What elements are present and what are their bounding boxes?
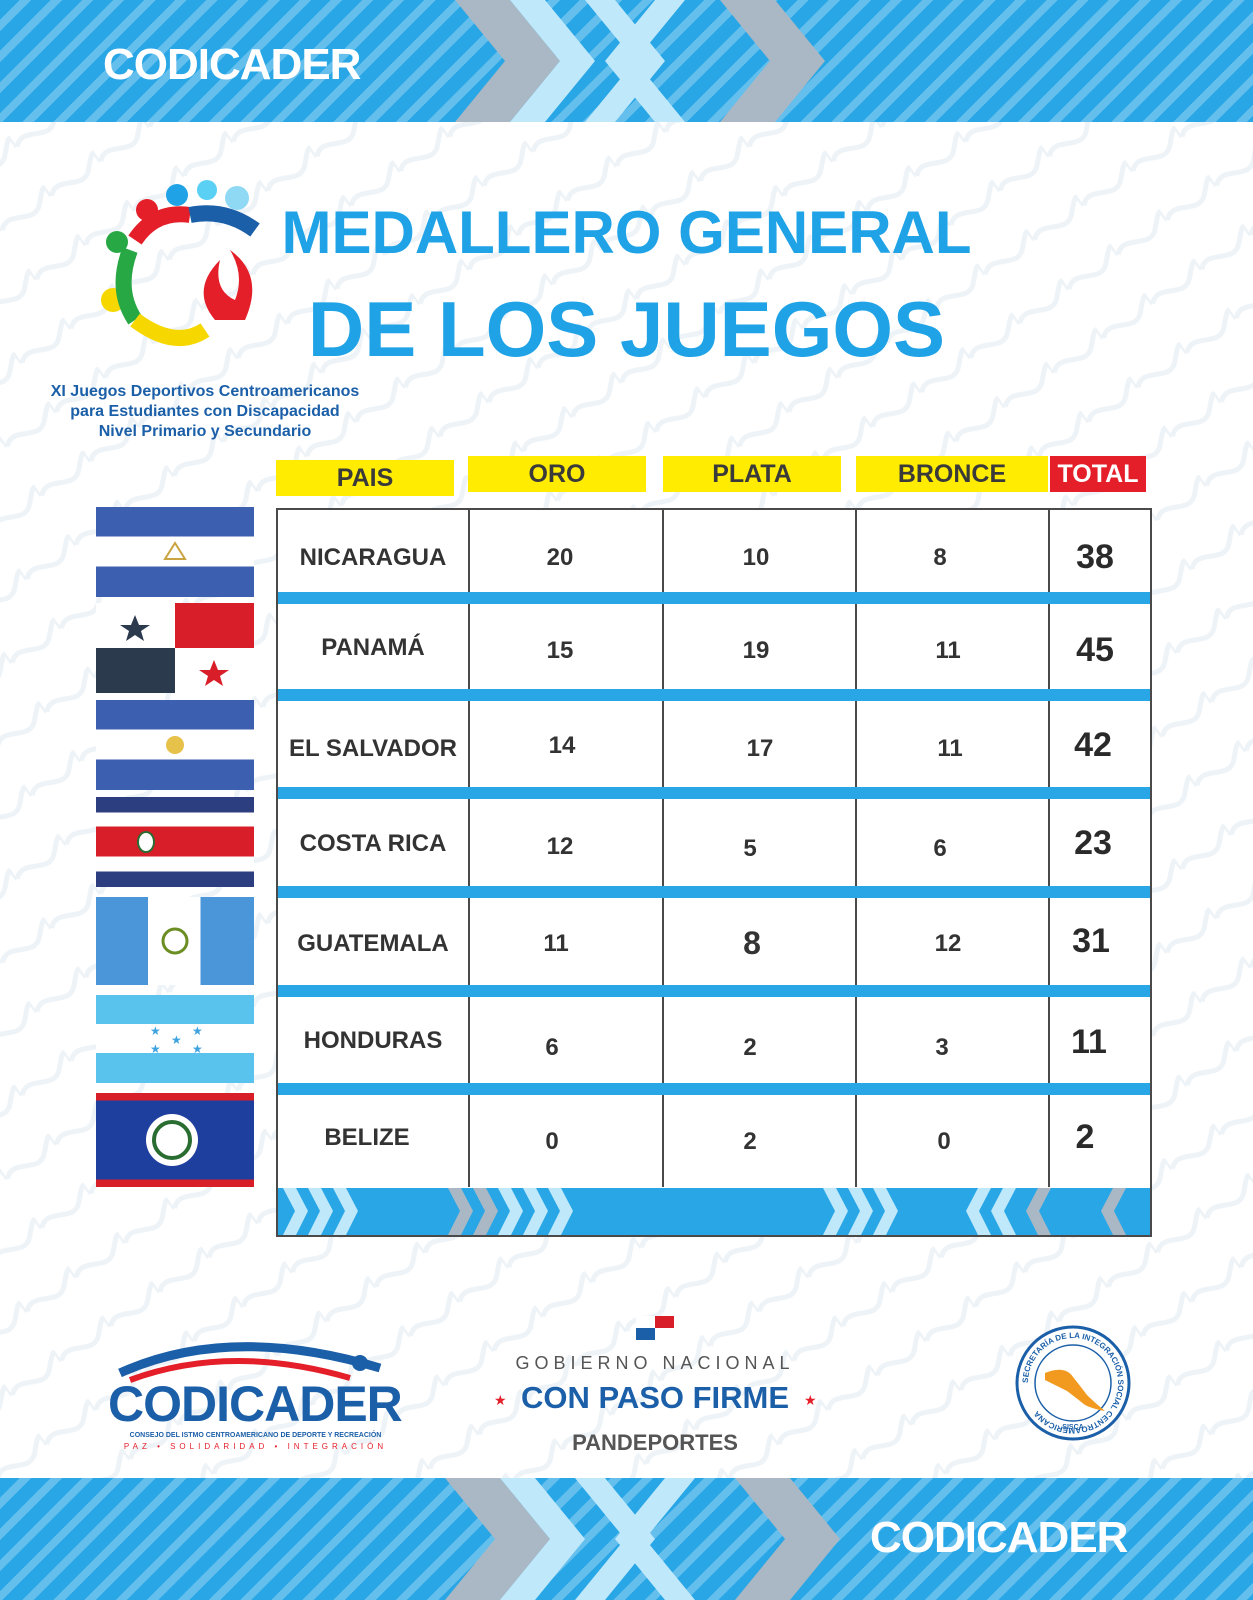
country-name: EL SALVADOR [288, 735, 457, 762]
row-separator [278, 592, 1150, 604]
silver-count: 8 [743, 925, 761, 961]
medal-table [276, 508, 1152, 1237]
chevron-pattern-top [455, 0, 825, 122]
event-name-line3: Nivel Primario y Secundario [98, 423, 312, 440]
bronze-count: 11 [937, 735, 963, 762]
country-name: GUATEMALA [297, 930, 449, 957]
top-banner: CODICADER [0, 0, 1253, 122]
event-name: XI Juegos Deportivos Centroamericanos pa… [40, 382, 370, 442]
page-title-line2: DE LOS JUEGOS [307, 285, 946, 373]
row-separator [278, 985, 1150, 997]
flag-panama [96, 603, 254, 693]
svg-text:★: ★ [192, 1024, 203, 1038]
silver-count: 19 [742, 637, 770, 664]
flag-panama-shapes [96, 603, 254, 693]
column-divider [468, 508, 470, 1187]
silver-count: 5 [743, 835, 757, 862]
codicader-footer-subtitle: CONSEJO DEL ISTMO CENTROAMERICANO DE DEP… [129, 1432, 382, 1439]
gobierno-line2: CON PASO FIRME [520, 1380, 790, 1415]
gold-count: 11 [543, 930, 569, 957]
coat-of-arms-icon [146, 1114, 198, 1166]
total-count: 38 [1076, 538, 1114, 576]
silver-count: 2 [743, 1034, 757, 1061]
bronze-count: 12 [934, 930, 962, 957]
column-divider [662, 508, 664, 1187]
country-name: BELIZE [324, 1124, 410, 1151]
country-name: COSTA RICA [299, 830, 447, 857]
bronze-count: 3 [935, 1034, 949, 1061]
event-logo [101, 180, 260, 346]
codicader-brand-bottom: CODICADER [870, 1513, 1128, 1562]
flag-el-salvador [96, 700, 254, 790]
total-count: 23 [1074, 824, 1112, 862]
svg-text:★: ★ [150, 1024, 161, 1038]
svg-text:★: ★ [150, 1042, 161, 1056]
gold-count: 20 [546, 544, 574, 571]
column-header-bronce: BRONCE [856, 456, 1048, 492]
silver-count: 10 [742, 544, 770, 571]
bronze-count: 8 [933, 544, 947, 571]
column-divider [1048, 508, 1050, 1187]
star-icons: ★ ★ ★ ★ ★ [150, 1024, 203, 1056]
codicader-footer-name: CODICADER [108, 1376, 403, 1432]
total-count: 42 [1074, 726, 1112, 764]
gobierno-line1: GOBIERNO NACIONAL [515, 1353, 795, 1373]
row-separator [278, 1083, 1150, 1095]
column-header-plata: PLATA [663, 456, 841, 492]
column-header-oro: ORO [468, 456, 646, 492]
country-name: PANAMÁ [321, 634, 425, 661]
bronze-count: 0 [937, 1128, 951, 1155]
star-icon: ★ [804, 1392, 817, 1408]
svg-text:★: ★ [171, 1033, 182, 1047]
row-separator [278, 689, 1150, 701]
country-name: HONDURAS [303, 1027, 443, 1054]
panama-flag-icon [636, 1316, 674, 1340]
gobierno-line3: PANDEPORTES [572, 1430, 738, 1455]
flag-costa-rica [96, 797, 254, 887]
coat-of-arms-icon [163, 541, 187, 560]
bronze-count: 11 [935, 637, 961, 664]
column-header-pais: PAIS [276, 460, 454, 496]
codicader-footer-motto: PAZ • SOLIDARIDAD • INTEGRACIÓN [123, 1442, 388, 1451]
total-count: 11 [1071, 1023, 1107, 1061]
bronze-count: 6 [933, 835, 947, 862]
flag-nicaragua [96, 507, 254, 597]
chevron-pattern-bottom [445, 1478, 840, 1600]
column-divider [855, 508, 857, 1187]
coat-of-arms-icon [161, 927, 189, 955]
page-title-line1: MEDALLERO GENERAL [281, 199, 972, 266]
row-separator [278, 787, 1150, 799]
flag-belize [96, 1093, 254, 1187]
event-name-line1: XI Juegos Deportivos Centroamericanos [50, 383, 360, 400]
column-header-total: TOTAL [1050, 456, 1146, 492]
gold-count: 15 [546, 637, 574, 664]
codicader-brand-top: CODICADER [103, 40, 361, 89]
gold-count: 0 [545, 1128, 559, 1155]
silver-count: 2 [743, 1128, 757, 1155]
sisca-seal: SECRETARÍA DE LA INTEGRACIÓN SOCIAL CENT… [1015, 1325, 1131, 1441]
svg-text:★: ★ [192, 1042, 203, 1056]
coat-of-arms-icon [166, 736, 184, 754]
row-separator [278, 886, 1150, 898]
total-count: 2 [1075, 1118, 1095, 1156]
codicader-logo-swoosh [118, 1342, 382, 1383]
flag-honduras: ★ ★ ★ ★ ★ [96, 995, 254, 1083]
table-footer-strip [278, 1188, 1150, 1235]
flag-guatemala [96, 897, 254, 985]
star-icon: ★ [494, 1392, 507, 1408]
silver-count: 17 [746, 735, 774, 762]
sisca-acronym: SISCA [1062, 1424, 1083, 1431]
total-count: 45 [1076, 631, 1114, 669]
chevron-pattern-table [283, 1188, 1126, 1235]
bottom-banner: CODICADER [0, 1478, 1253, 1600]
gold-count: 6 [545, 1034, 559, 1061]
total-count: 31 [1072, 922, 1110, 960]
event-name-line2: para Estudiantes con Discapacidad [70, 403, 340, 420]
gold-count: 14 [548, 732, 576, 759]
country-name: NICARAGUA [299, 544, 447, 571]
gold-count: 12 [546, 833, 574, 860]
coat-of-arms-icon [137, 831, 155, 853]
